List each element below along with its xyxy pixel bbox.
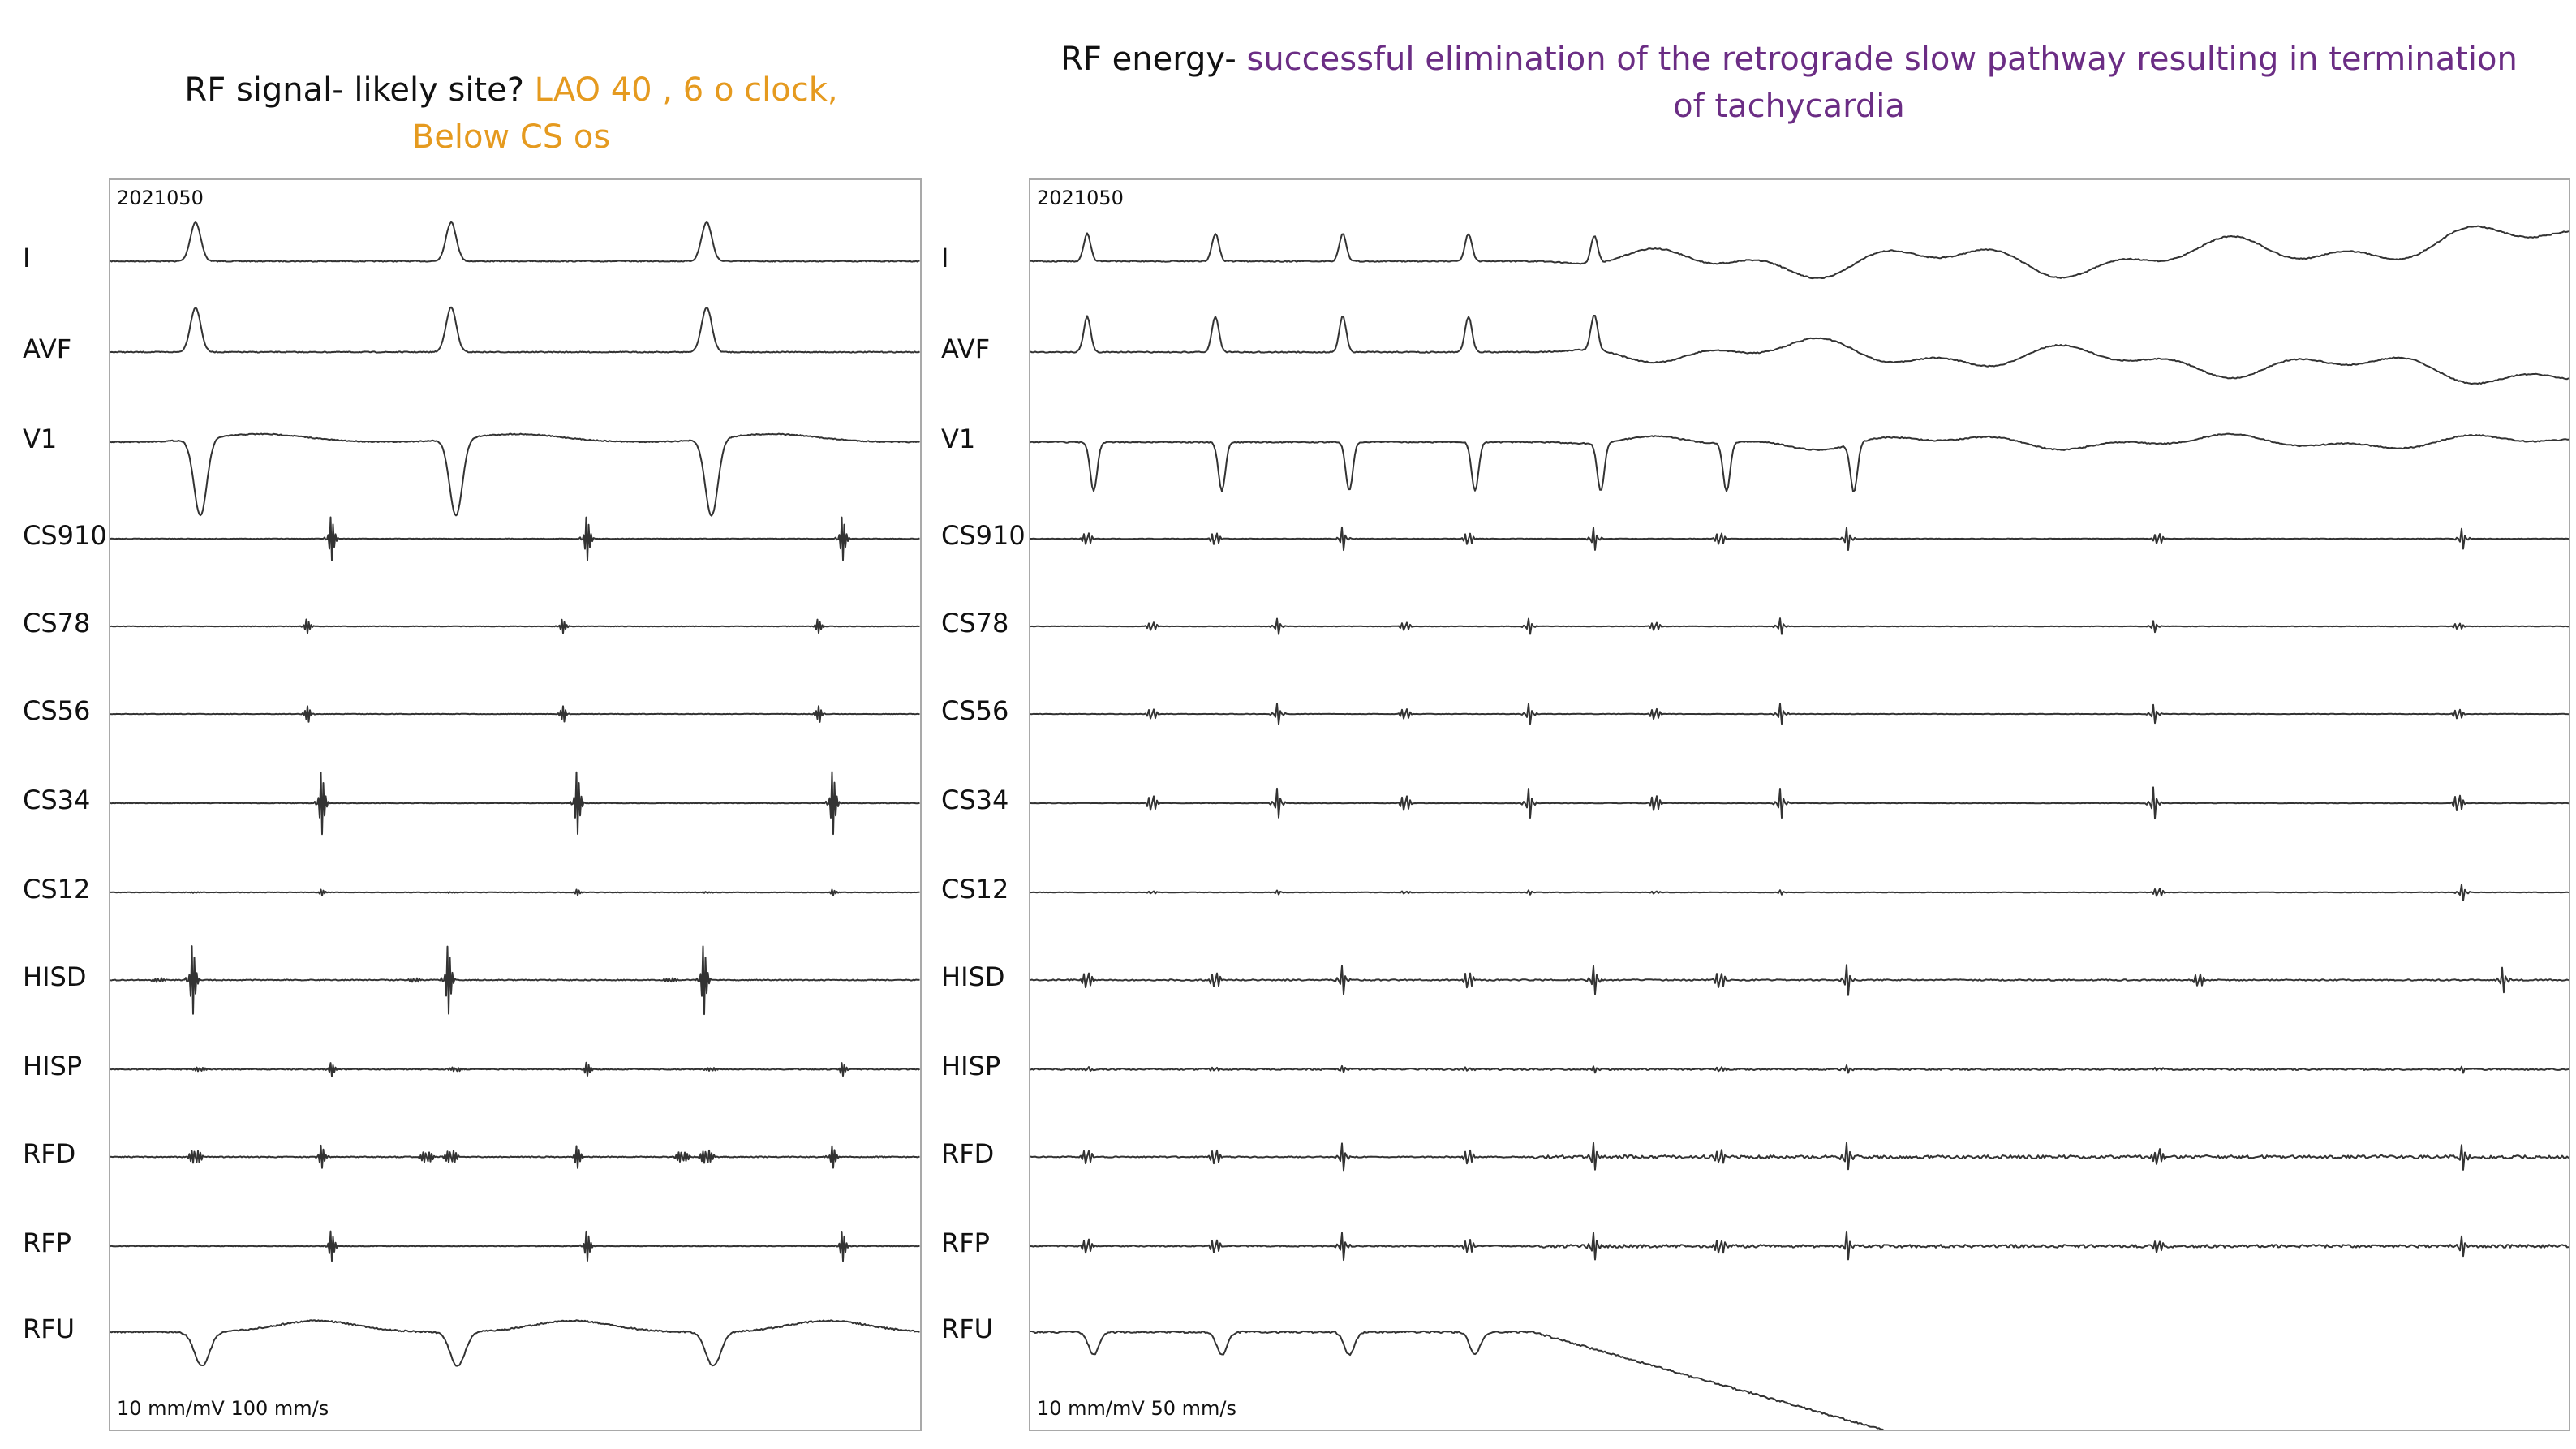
right-label-cs34: CS34 xyxy=(941,785,1009,815)
right-title-result-line1: successful elimination of the retrograde… xyxy=(1246,41,2518,78)
left-title-site-line2: Below CS os xyxy=(411,118,611,156)
left-trace-cs34 xyxy=(110,771,920,836)
right-label-rfp: RFP xyxy=(941,1228,990,1258)
right-trace-rfd xyxy=(1030,1142,2569,1172)
right-tracing-area xyxy=(1030,225,2569,1430)
left-label-v1: V1 xyxy=(23,424,58,454)
right-trace-cs56 xyxy=(1030,703,2569,725)
right-trace-cs12 xyxy=(1030,884,2569,901)
left-label-rfp: RFP xyxy=(23,1228,71,1258)
right-label-cs910: CS910 xyxy=(941,520,1026,551)
left-scale-label: 10 mm/mV 100 mm/s xyxy=(117,1397,329,1420)
left-trace-hisp xyxy=(110,1061,920,1077)
right-label-cs12: CS12 xyxy=(941,874,1009,905)
left-trace-cs56 xyxy=(110,705,920,723)
left-label-cs78: CS78 xyxy=(23,608,91,639)
left-title-site-line1: LAO 40 , 6 o clock, xyxy=(534,71,838,109)
right-scale-label: 10 mm/mV 50 mm/s xyxy=(1037,1397,1236,1420)
left-label-cs12: CS12 xyxy=(23,874,91,905)
right-panel-title: RF energy- successful elimination of the… xyxy=(1047,36,2531,130)
left-panel-title: RF signal- likely site? LAO 40 , 6 o clo… xyxy=(97,67,925,161)
right-trace-v1 xyxy=(1030,432,2569,492)
right-label-avf: AVF xyxy=(941,333,991,364)
left-trace-rfu xyxy=(110,1319,920,1367)
left-trace-cs910 xyxy=(110,516,920,561)
right-label-hisd: HISD xyxy=(941,961,1005,992)
right-title-result-line2: of tachycardia xyxy=(1673,88,1905,125)
left-trace-rfd xyxy=(110,1144,920,1169)
right-label-rfd: RFD xyxy=(941,1138,995,1169)
left-label-cs56: CS56 xyxy=(23,695,91,726)
right-label-rfu: RFU xyxy=(941,1314,994,1344)
right-trace-hisd xyxy=(1030,964,2569,996)
left-trace-v1 xyxy=(110,432,920,517)
left-trace-i xyxy=(110,221,920,263)
right-trace-cs910 xyxy=(1030,526,2569,552)
right-trace-hisp xyxy=(1030,1064,2569,1074)
left-trace-rfp xyxy=(110,1230,920,1262)
left-label-i: I xyxy=(23,243,31,273)
left-trace-cs78 xyxy=(110,618,920,634)
right-trace-i xyxy=(1030,225,2569,280)
left-trace-cs12 xyxy=(110,888,920,896)
right-trace-cs34 xyxy=(1030,786,2569,820)
left-ecg-panel: 2021050 10 mm/mV 100 mm/s xyxy=(109,178,922,1431)
right-label-cs56: CS56 xyxy=(941,695,1009,726)
right-trace-cs78 xyxy=(1030,617,2569,635)
left-trace-hisd xyxy=(110,945,920,1016)
left-label-rfd: RFD xyxy=(23,1138,76,1169)
left-tracing-area xyxy=(110,221,920,1367)
right-label-hisp: HISP xyxy=(941,1051,1001,1081)
right-trace-rfu xyxy=(1030,1330,1885,1430)
left-label-avf: AVF xyxy=(23,333,72,364)
right-title-prefix: RF energy- xyxy=(1060,41,1247,78)
left-trace-avf xyxy=(110,306,920,354)
right-trace-rfp xyxy=(1030,1230,2569,1262)
right-label-cs78: CS78 xyxy=(941,608,1009,639)
right-case-id: 2021050 xyxy=(1037,187,1124,209)
left-label-rfu: RFU xyxy=(23,1314,75,1344)
left-label-cs910: CS910 xyxy=(23,520,107,551)
right-label-i: I xyxy=(941,243,949,273)
left-label-cs34: CS34 xyxy=(23,785,91,815)
left-title-prefix: RF signal- likely site? xyxy=(184,71,535,109)
right-ecg-panel: 2021050 10 mm/mV 50 mm/s xyxy=(1029,178,2570,1431)
left-label-hisp: HISP xyxy=(23,1051,83,1081)
left-label-hisd: HISD xyxy=(23,961,87,992)
right-label-v1: V1 xyxy=(941,424,976,454)
right-trace-avf xyxy=(1030,315,2569,385)
left-case-id: 2021050 xyxy=(117,187,204,209)
